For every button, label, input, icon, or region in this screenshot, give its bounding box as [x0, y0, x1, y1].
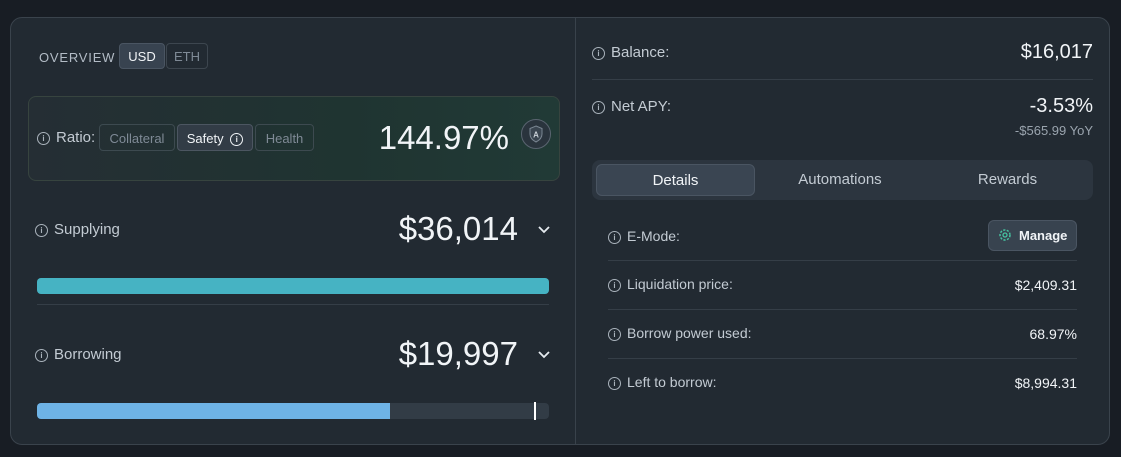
left-to-borrow-label-wrap: i Left to borrow: — [608, 374, 717, 390]
info-icon[interactable]: i — [592, 100, 605, 114]
ratio-option-safety[interactable]: Safety i — [177, 124, 253, 151]
info-icon[interactable]: i — [35, 223, 48, 237]
dashboard-card: OVERVIEW USD ETH i Ratio: Collateral Safe… — [10, 17, 1110, 445]
divider — [608, 260, 1077, 261]
manage-button[interactable]: Manage — [988, 220, 1077, 251]
tab-automations[interactable]: Automations — [798, 171, 882, 188]
liquidation-value: $2,409.31 — [1014, 277, 1077, 293]
info-icon[interactable]: i — [608, 230, 621, 244]
shield-letter: A — [533, 131, 539, 140]
left-to-borrow-label: Left to borrow: — [627, 374, 717, 390]
borrow-power-label: Borrow power used: — [627, 325, 752, 341]
info-icon[interactable]: i — [608, 327, 621, 341]
balance-label-wrap: i Balance: — [592, 44, 669, 61]
ratio-label-wrap: i Ratio: — [37, 129, 95, 146]
ratio-value: 144.97% — [378, 119, 509, 156]
shield-badge: A — [521, 119, 551, 149]
gear-icon — [999, 229, 1011, 241]
left-to-borrow-value: $8,994.31 — [1014, 375, 1077, 391]
divider — [608, 309, 1077, 310]
liquidation-label-wrap: i Liquidation price: — [608, 276, 733, 292]
tab-rewards[interactable]: Rewards — [977, 171, 1038, 188]
overview-label: OVERVIEW — [39, 50, 116, 65]
divider — [37, 304, 549, 305]
tab-eth[interactable]: ETH — [166, 43, 208, 69]
info-icon[interactable]: i — [608, 376, 621, 390]
ratio-option-safety-label: Safety — [186, 131, 224, 146]
borrowing-label: Borrowing — [54, 346, 122, 363]
balance-label: Balance: — [611, 44, 670, 61]
balance-value: $16,017 — [1020, 41, 1093, 63]
ratio-label: Ratio: — [56, 129, 96, 146]
supplying-label-wrap: i Supplying — [35, 221, 120, 238]
borrowing-bar — [37, 402, 549, 420]
borrowing-bar-fill — [37, 403, 391, 419]
left-panel: OVERVIEW USD ETH i Ratio: Collateral Safe… — [11, 18, 575, 444]
borrow-power-value: 68.97% — [1029, 326, 1077, 342]
panel-divider — [575, 18, 576, 444]
net-apy-label-wrap: i Net APY: — [592, 98, 671, 115]
supplying-bar — [37, 278, 549, 294]
divider — [592, 79, 1093, 80]
net-apy-value: -3.53% — [1029, 95, 1093, 117]
detail-tabs: Details Automations Rewards — [592, 160, 1093, 200]
borrow-limit-marker — [533, 402, 536, 420]
emode-label: E-Mode: — [627, 228, 680, 244]
divider — [608, 358, 1077, 359]
ratio-option-collateral[interactable]: Collateral — [99, 124, 175, 151]
info-icon[interactable]: i — [592, 46, 605, 60]
ratio-box: i Ratio: Collateral Safety i Health 144.9… — [28, 96, 560, 181]
supplying-bar-fill — [37, 278, 549, 294]
info-icon[interactable]: i — [35, 348, 48, 362]
liquidation-label: Liquidation price: — [627, 276, 733, 292]
manage-label: Manage — [1019, 228, 1068, 243]
supplying-label: Supplying — [54, 221, 120, 238]
info-icon: i — [230, 133, 244, 147]
borrowing-label-wrap: i Borrowing — [35, 346, 122, 363]
net-apy-label: Net APY: — [611, 98, 672, 115]
supplying-value: $36,014 — [398, 210, 518, 247]
info-icon[interactable]: i — [37, 131, 50, 145]
tab-details[interactable]: Details — [596, 164, 755, 196]
tab-usd[interactable]: USD — [119, 43, 165, 69]
shield-icon: A — [529, 125, 543, 143]
borrowing-value: $19,997 — [398, 335, 518, 372]
chevron-down-icon[interactable] — [537, 222, 551, 236]
net-apy-yoy: -$565.99 YoY — [1014, 123, 1093, 138]
chevron-down-icon[interactable] — [537, 347, 551, 361]
ratio-option-health[interactable]: Health — [255, 124, 314, 151]
emode-label-wrap: i E-Mode: — [608, 228, 680, 244]
right-panel: i Balance: $16,017 i Net APY: -3.53% -$565… — [576, 18, 1109, 444]
borrow-power-label-wrap: i Borrow power used: — [608, 325, 752, 341]
info-icon[interactable]: i — [608, 278, 621, 292]
